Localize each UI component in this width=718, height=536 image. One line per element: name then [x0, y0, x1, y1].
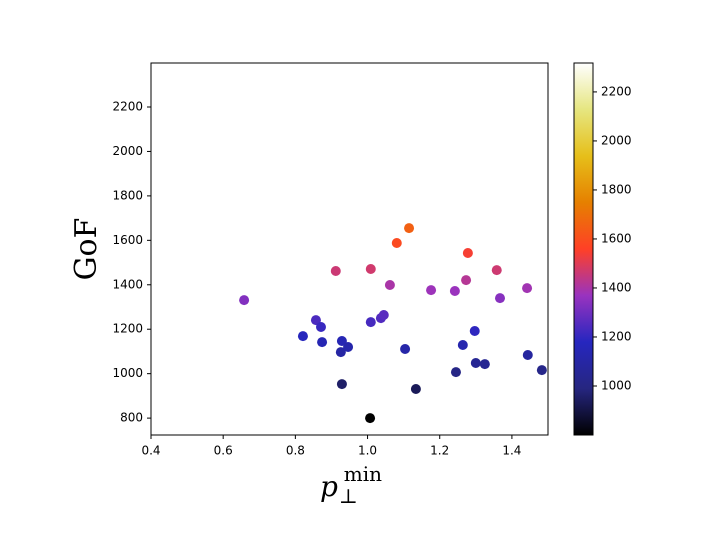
point [317, 337, 328, 348]
point [297, 331, 308, 342]
colorbar-tick-label: 1600 [601, 231, 632, 245]
point [457, 340, 468, 350]
colorbar-tick-label: 1000 [601, 378, 632, 392]
point [239, 295, 250, 306]
point [536, 365, 547, 376]
x-label-sup: min [344, 462, 382, 486]
x-tick-label: 0.6 [214, 444, 233, 458]
y-tick-label: 1200 [112, 322, 143, 336]
x-tick-label: 0.8 [286, 444, 305, 458]
x-tick-label: 1.4 [502, 444, 521, 458]
point [450, 367, 461, 378]
x-tick-label: 1.2 [430, 444, 449, 458]
point [384, 280, 395, 290]
point [315, 322, 326, 332]
point [469, 326, 480, 336]
point [522, 283, 533, 294]
x-label-sub: ⊥ [339, 484, 358, 508]
y-tick-label: 1000 [112, 366, 143, 380]
x-label-base: p [320, 470, 338, 503]
point [365, 317, 376, 328]
point [365, 413, 376, 424]
x-tick-label: 1.0 [358, 444, 377, 458]
y-tick-label: 800 [120, 411, 143, 425]
point [494, 293, 505, 304]
y-tick-label: 2200 [112, 100, 143, 114]
point [391, 238, 402, 248]
point [336, 379, 347, 390]
y-axis-label: GoF [69, 218, 104, 281]
point [400, 344, 411, 354]
point [470, 358, 481, 368]
point [404, 223, 415, 234]
point [365, 264, 376, 274]
point [449, 286, 460, 296]
point [426, 285, 437, 296]
x-tick-label: 0.4 [141, 444, 160, 458]
point [479, 359, 490, 370]
colorbar-tick-label: 2200 [601, 84, 632, 98]
colorbar [573, 62, 594, 436]
colorbar-tick-label: 2000 [601, 133, 632, 147]
point [462, 248, 473, 258]
y-tick-label: 1800 [112, 188, 143, 202]
colorbar-tick-label: 1800 [601, 182, 632, 196]
point [491, 265, 502, 276]
colorbar-tick-label: 1200 [601, 329, 632, 343]
point [335, 347, 346, 358]
point [410, 384, 421, 394]
colorbar-tick-label: 1400 [601, 280, 632, 294]
y-tick-label: 1400 [112, 277, 143, 291]
point [343, 342, 354, 352]
point [461, 275, 472, 286]
point [378, 310, 389, 320]
point [330, 266, 341, 276]
x-axis-label: p⊥min [320, 462, 382, 508]
y-tick-label: 2000 [112, 144, 143, 158]
point [310, 315, 321, 326]
y-tick-label: 1600 [112, 233, 143, 247]
point [336, 336, 347, 346]
plot-area [150, 62, 549, 436]
point [522, 350, 533, 360]
